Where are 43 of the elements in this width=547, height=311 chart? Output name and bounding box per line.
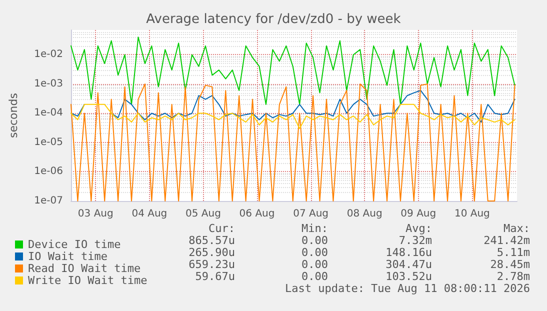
text: 148.16u bbox=[386, 246, 432, 259]
x-tick-label: 03 Aug bbox=[78, 208, 114, 220]
text: 7.32m bbox=[398, 234, 432, 247]
chart-title: Average latency for /dev/zd0 - by week bbox=[146, 12, 402, 27]
text: 2.78m bbox=[496, 270, 530, 283]
text: 241.42m bbox=[484, 234, 530, 247]
legend-label: IO Wait time bbox=[28, 250, 108, 263]
legend-label: Read IO Wait time bbox=[28, 262, 141, 275]
text: 28.45m bbox=[490, 258, 530, 271]
x-tick-label: 04 Aug bbox=[132, 208, 168, 220]
y-tick-label: 1e-04 bbox=[34, 108, 63, 119]
text: Min: bbox=[302, 222, 328, 235]
legend-label: Write IO Wait time bbox=[28, 274, 148, 287]
text: 5.11m bbox=[496, 246, 530, 259]
legend-label: Device IO time bbox=[28, 238, 121, 251]
text: Cur: bbox=[208, 222, 235, 235]
text: 0.00 bbox=[302, 234, 328, 247]
y-tick-label: 1e-05 bbox=[34, 136, 63, 148]
y-tick-label: 1e-07 bbox=[34, 196, 63, 206]
y-axis-title: seconds bbox=[7, 92, 20, 138]
text: 59.67u bbox=[195, 270, 235, 283]
y-tick-label: 1e-02 bbox=[34, 49, 63, 60]
text: Last update: Tue Aug 11 08:00:11 2026 bbox=[284, 282, 530, 295]
x-tick-label: 08 Aug bbox=[346, 208, 382, 220]
text: 659.23u bbox=[188, 258, 235, 271]
x-tick-label: 05 Aug bbox=[186, 208, 221, 220]
line-series bbox=[70, 104, 516, 130]
text: 0.00 bbox=[302, 258, 328, 271]
x-tick-label: 10 Aug bbox=[454, 208, 490, 220]
text: 0.00 bbox=[302, 270, 328, 283]
y-tick-label: 1e-06 bbox=[34, 166, 63, 178]
text: 865.57u bbox=[188, 234, 235, 247]
x-tick-label: 07 Aug bbox=[293, 208, 329, 220]
text: 265.90u bbox=[188, 246, 235, 259]
text: Max: bbox=[504, 222, 530, 235]
text: Avg: bbox=[406, 222, 432, 235]
y-tick-label: 1e-03 bbox=[34, 78, 63, 90]
x-tick-label: 09 Aug bbox=[400, 208, 436, 220]
text: 304.47u bbox=[386, 258, 432, 271]
x-tick-label: 06 Aug bbox=[239, 208, 275, 220]
text: 0.00 bbox=[302, 246, 328, 259]
text: 103.52u bbox=[386, 270, 432, 283]
line-series bbox=[70, 36, 516, 105]
